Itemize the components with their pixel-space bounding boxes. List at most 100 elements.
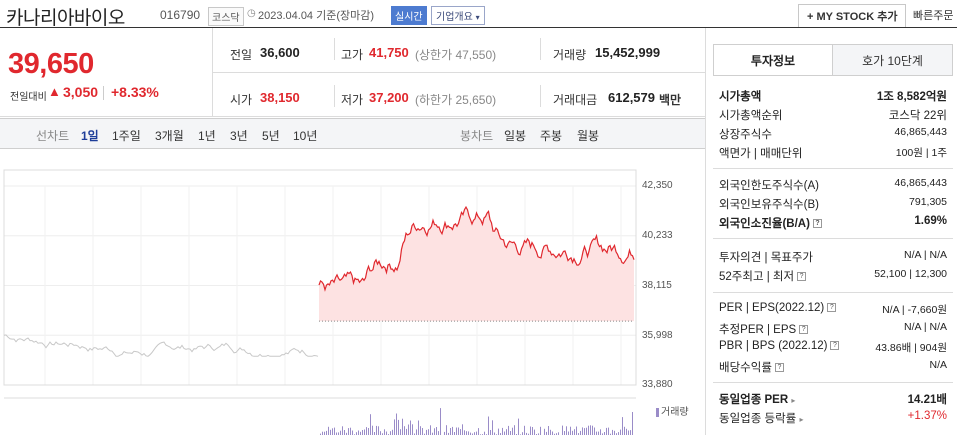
volume-bar bbox=[508, 425, 509, 435]
volume-bar bbox=[362, 430, 363, 435]
side-row: 액면가 | 매매단위 100원 | 1주 bbox=[719, 145, 947, 163]
volume-bar bbox=[466, 431, 467, 435]
volume-bar bbox=[624, 426, 625, 435]
tab-weekly[interactable]: 주봉 bbox=[540, 129, 563, 143]
row-key: 배당수익률? bbox=[719, 359, 784, 375]
help-icon[interactable]: ? bbox=[827, 303, 837, 313]
company-menu[interactable]: 기업개요 ▾ bbox=[431, 6, 485, 25]
side-row: 배당수익률? N/A bbox=[719, 359, 947, 377]
row-value: 52,100 | 12,300 bbox=[874, 268, 947, 280]
volume-bar bbox=[346, 432, 347, 435]
volume-bar bbox=[424, 433, 425, 435]
chart-frame bbox=[3, 169, 637, 386]
volume-bar bbox=[344, 430, 345, 435]
quick-order-link[interactable]: 빠른주문 bbox=[913, 10, 954, 22]
prev-label: 전일 bbox=[230, 48, 253, 62]
volume-bar bbox=[632, 412, 633, 435]
chevron-down-icon: ▾ bbox=[475, 13, 480, 22]
volume-bar bbox=[464, 430, 465, 435]
legend-swatch bbox=[656, 407, 659, 417]
tab-quote-10[interactable]: 호가 10단계 bbox=[832, 44, 953, 76]
row-value: N/A | N/A bbox=[904, 249, 947, 261]
volume-bar bbox=[588, 425, 589, 435]
volume-bar bbox=[526, 432, 527, 435]
change-label: 전일대비 bbox=[10, 92, 47, 103]
volume-bar bbox=[456, 427, 457, 435]
volume-bar bbox=[614, 430, 615, 435]
volume-bar bbox=[600, 429, 601, 435]
divider bbox=[0, 27, 957, 28]
volume-bar bbox=[458, 427, 459, 435]
realtime-badge[interactable]: 실시간 bbox=[391, 6, 427, 25]
volume-bar bbox=[428, 429, 429, 435]
side-row: 추정PER | EPS? N/A | N/A bbox=[719, 321, 947, 339]
tab-monthly[interactable]: 월봉 bbox=[577, 129, 600, 143]
help-icon[interactable]: ? bbox=[774, 363, 784, 373]
volume-bar bbox=[576, 426, 577, 435]
tab-1y[interactable]: 1년 bbox=[198, 129, 216, 143]
lower-limit: (하한가 25,650) bbox=[415, 93, 497, 107]
volume-bar bbox=[400, 429, 401, 435]
row-key: 시가총액순위 bbox=[719, 110, 783, 122]
volume-bar bbox=[524, 425, 525, 435]
tab-invest-info[interactable]: 투자정보 bbox=[713, 44, 833, 76]
volume-bar bbox=[444, 431, 445, 435]
volume-bar bbox=[630, 430, 631, 435]
volume-bar bbox=[368, 428, 369, 435]
divider bbox=[713, 168, 953, 169]
row-value: 43.86배 | 904원 bbox=[875, 342, 947, 354]
volume-bar bbox=[534, 429, 535, 435]
divider bbox=[713, 292, 953, 293]
tab-1w[interactable]: 1주일 bbox=[112, 129, 141, 143]
tab-3m[interactable]: 3개월 bbox=[155, 129, 184, 143]
side-row: 외국인소진율(B/A)? 1.69% bbox=[719, 215, 947, 233]
help-icon[interactable]: ? bbox=[830, 341, 840, 351]
help-icon[interactable]: ? bbox=[797, 272, 807, 282]
volume-bar bbox=[394, 419, 395, 435]
tab-3y[interactable]: 3년 bbox=[230, 129, 248, 143]
volume-bar bbox=[436, 427, 437, 435]
tab-daily[interactable]: 일봉 bbox=[504, 129, 527, 143]
tab-5y[interactable]: 5년 bbox=[262, 129, 280, 143]
divider bbox=[0, 116, 705, 117]
tab-10y[interactable]: 10년 bbox=[293, 129, 318, 143]
volume-bar bbox=[396, 413, 397, 435]
volume-bar bbox=[454, 432, 455, 435]
help-icon[interactable]: ? bbox=[799, 325, 809, 335]
row-value: 1조 8,582억원 bbox=[876, 91, 947, 103]
volume-bar bbox=[416, 429, 417, 435]
divider bbox=[540, 85, 541, 107]
change-value: 3,050 bbox=[63, 84, 99, 100]
row-key: 52주최고 | 최저? bbox=[719, 268, 807, 284]
volume-bar bbox=[620, 429, 621, 435]
volume-bar bbox=[338, 432, 339, 435]
row-key: 동일업종 PER ▸ bbox=[719, 391, 795, 407]
volume-bar bbox=[440, 408, 441, 435]
volume-bar bbox=[490, 430, 491, 435]
volume-bar bbox=[452, 426, 453, 435]
volume-bar bbox=[592, 425, 593, 435]
volume-bar bbox=[572, 430, 573, 435]
volume-bar bbox=[398, 419, 399, 435]
row-value: 14.21배 bbox=[907, 394, 947, 406]
volume-bar bbox=[538, 433, 539, 435]
tab-1d[interactable]: 1일 bbox=[81, 129, 99, 143]
volume-bar bbox=[334, 427, 335, 435]
divider bbox=[334, 38, 335, 60]
amount-unit: 백만 bbox=[659, 93, 682, 107]
stock-code: 016790 bbox=[160, 8, 201, 22]
volume-bar bbox=[522, 432, 523, 435]
volume-bar bbox=[514, 425, 515, 435]
my-stock-add-button[interactable]: + MY STOCK 추가 bbox=[798, 4, 907, 28]
side-row: 52주최고 | 최저? 52,100 | 12,300 bbox=[719, 268, 947, 286]
volume-bar bbox=[342, 426, 343, 435]
today-area bbox=[319, 207, 634, 322]
amount-label: 거래대금 bbox=[553, 93, 598, 107]
side-row[interactable]: 동일업종 PER ▸ 14.21배 bbox=[719, 391, 947, 409]
prev-day-line bbox=[3, 334, 319, 357]
help-icon[interactable]: ? bbox=[812, 219, 822, 229]
volume-bar bbox=[366, 427, 367, 435]
volume-bar bbox=[470, 432, 471, 435]
divider bbox=[540, 38, 541, 60]
side-row[interactable]: 동일업종 등락률 ▸ +1.37% bbox=[719, 410, 947, 428]
